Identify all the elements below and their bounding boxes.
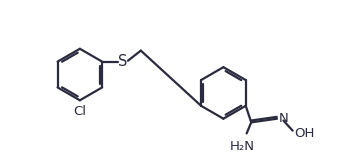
Text: N: N — [279, 112, 288, 125]
Text: OH: OH — [295, 127, 315, 140]
Text: H₂N: H₂N — [229, 140, 254, 153]
Text: Cl: Cl — [73, 105, 86, 118]
Text: S: S — [118, 54, 127, 69]
